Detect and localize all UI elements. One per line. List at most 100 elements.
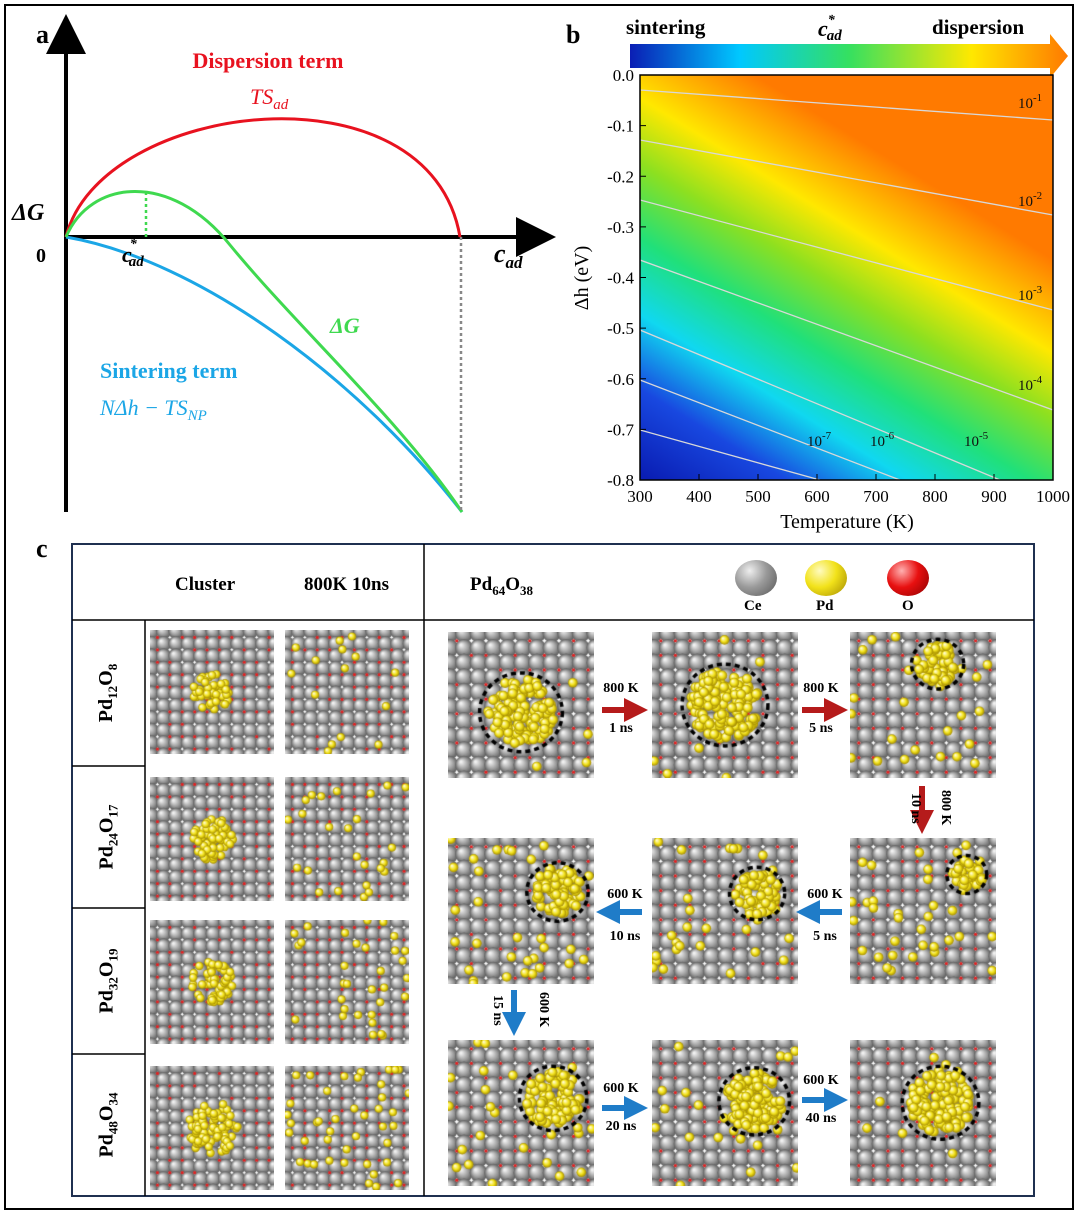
panel-c-label: c: [36, 534, 48, 563]
step-6-time: 15 ns: [490, 994, 505, 1026]
bar-left-label: sintering: [626, 15, 706, 39]
dispersion-curve: [64, 117, 462, 238]
step-8-time: 40 ns: [805, 1111, 837, 1126]
dg-axis-label: ΔG: [11, 200, 45, 226]
dg-curve: [64, 190, 464, 513]
md-snapshot-2: [285, 777, 409, 901]
pd64-snapshot-600k-20ns: [448, 1040, 594, 1186]
pd64-snapshot-600k-5ns: [850, 838, 996, 984]
step-2-temp: 800 K: [803, 681, 839, 696]
o-label: O: [902, 598, 914, 614]
step-8-temp: 600 K: [803, 1073, 839, 1088]
y-tick-label: -0.6: [607, 370, 634, 389]
pd64-snapshot-10ns-800k: [850, 632, 996, 778]
y-tick-label: -0.2: [607, 167, 634, 186]
cluster-snapshot-1: [150, 630, 274, 754]
step-1-time: 1 ns: [609, 721, 633, 736]
contour-line: [640, 89, 1053, 121]
step-7-temp: 600 K: [603, 1081, 639, 1096]
md-snapshot-3: [285, 920, 409, 1044]
colorbar-arrow: [630, 34, 1068, 78]
pd-sphere: [805, 560, 847, 596]
sintering-formula: NΔh − TSNP: [99, 395, 207, 424]
md-snapshot-1: [285, 630, 409, 754]
x-tick-label: 300: [627, 487, 653, 506]
pd64-snapshot-final: [850, 1040, 996, 1186]
step-4-time: 5 ns: [813, 929, 837, 944]
contour-label: 10-1: [1018, 92, 1042, 112]
pd64-snapshot-600k-40ns: [652, 1040, 798, 1186]
contour-label: 10-2: [1018, 190, 1042, 210]
contour-line: [640, 259, 1053, 411]
col-big: Pd64O38: [470, 574, 533, 598]
pd64-snapshot-1ns: [448, 632, 594, 778]
step-2-time: 5 ns: [809, 721, 833, 736]
y-tick-label: -0.7: [607, 420, 634, 439]
x-tick-label: 500: [745, 487, 771, 506]
y-tick-label: -0.1: [607, 117, 634, 136]
y-tick-label: -0.4: [607, 269, 634, 288]
step-3-time: 10 ns: [908, 792, 923, 824]
x-tick-label: 800: [922, 487, 948, 506]
atom-legend: Ce Pd O: [735, 560, 1025, 620]
cluster-snapshot-2: [150, 777, 274, 901]
panel-a-label: a: [36, 20, 49, 49]
contour-label: 10-7: [807, 430, 832, 450]
step-6-temp: 600 K: [536, 992, 551, 1028]
sintering-curve: [65, 235, 464, 513]
y-tick-label: 0.0: [613, 66, 634, 85]
bar-mid-label: c* ad: [818, 13, 842, 44]
contour-line: [640, 199, 1053, 311]
pd64-snapshot-600k-15ns: [448, 838, 594, 984]
step-4-temp: 600 K: [807, 887, 843, 902]
md-snapshot-4: [285, 1066, 409, 1190]
cstar-label: c* ad: [122, 237, 144, 270]
sintering-title: Sintering term: [100, 358, 237, 383]
col-cluster: Cluster: [175, 574, 236, 595]
contour-label: 10-3: [1018, 284, 1043, 304]
step-3-temp: 800 K: [938, 790, 953, 826]
y-tick-label: -0.5: [607, 319, 634, 338]
pd-label: Pd: [816, 598, 834, 614]
y-tick-label: -0.8: [607, 471, 634, 490]
x-tick-label: 400: [686, 487, 712, 506]
step-5-temp: 600 K: [607, 887, 643, 902]
origin-label: 0: [36, 245, 46, 267]
x-tick-label: 700: [863, 487, 889, 506]
dispersion-title: Dispersion term: [193, 48, 344, 73]
dispersion-formula: TSad: [250, 84, 289, 113]
y-tick-label: -0.3: [607, 218, 634, 237]
panel-b-plot: sintering c* ad dispersion 300 400 500 600 70…: [571, 13, 1070, 533]
dg-curve-label: ΔG: [329, 313, 360, 338]
b-ylabel: Δh (eV): [571, 246, 593, 311]
cluster-snapshot-4: [150, 1066, 274, 1190]
step-5-time: 10 ns: [609, 929, 641, 944]
panel-a-plot: Dispersion term TSad Sintering term NΔh …: [11, 14, 556, 513]
contour-line: [640, 429, 821, 480]
step-7-time: 20 ns: [605, 1119, 637, 1134]
pd64-snapshot-5ns: [652, 632, 798, 778]
contour-label: 10-5: [964, 430, 989, 450]
bar-right-label: dispersion: [932, 15, 1025, 39]
x-tick-label: 900: [981, 487, 1007, 506]
col-md: 800K 10ns: [304, 574, 389, 595]
contour-label: 10-6: [870, 430, 895, 450]
panel-b-label: b: [566, 20, 581, 49]
o-sphere: [887, 560, 929, 596]
contour-line: [640, 329, 1001, 480]
figure-frame: [4, 4, 1074, 1210]
contour-line: [640, 139, 1053, 216]
x-tick-label: 1000: [1036, 487, 1070, 506]
pd64-snapshot-600k-10ns: [652, 838, 798, 984]
x-tick-label: 600: [804, 487, 830, 506]
contour-line: [640, 379, 901, 480]
ce-sphere: [735, 560, 777, 596]
x-axis-label: cad: [494, 239, 523, 272]
cluster-snapshot-3: [150, 920, 274, 1044]
contour-label: 10-4: [1018, 374, 1043, 394]
heatmap: [640, 75, 1053, 480]
ce-label: Ce: [744, 598, 762, 614]
b-xlabel: Temperature (K): [780, 511, 914, 533]
